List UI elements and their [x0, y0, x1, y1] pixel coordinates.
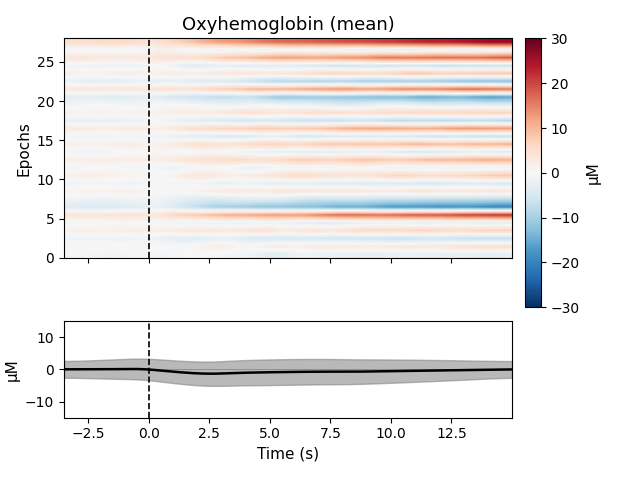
Y-axis label: µM: µM: [4, 358, 19, 381]
Y-axis label: Epochs: Epochs: [16, 120, 31, 176]
Title: Oxyhemoglobin (mean): Oxyhemoglobin (mean): [182, 16, 394, 34]
Y-axis label: µM: µM: [586, 161, 600, 184]
X-axis label: Time (s): Time (s): [257, 447, 319, 462]
